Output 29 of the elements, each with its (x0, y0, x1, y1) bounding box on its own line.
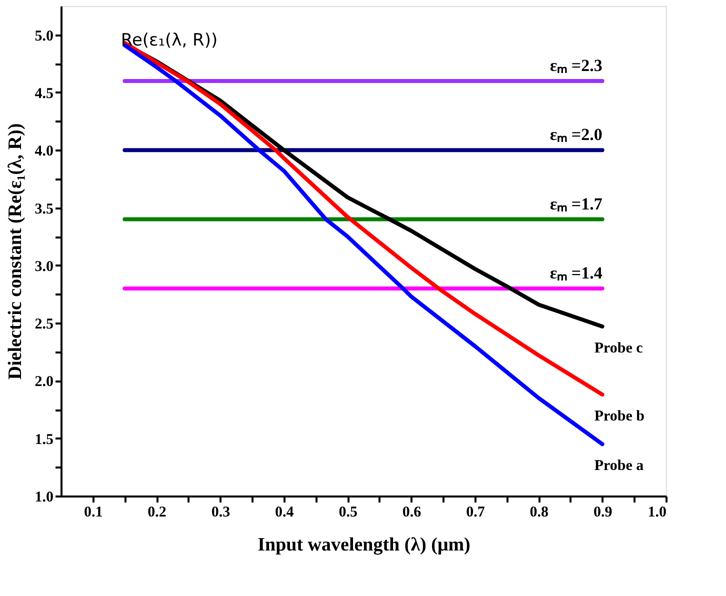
x-tick-label: 0.3 (211, 504, 230, 520)
series-label: Probe c (594, 340, 644, 357)
x-tick-label: 0.2 (148, 504, 166, 520)
x-tick-label: 0.8 (530, 504, 549, 520)
y-tick-label: 5.0 (34, 28, 54, 44)
series-label: Probe a (594, 458, 644, 474)
series-label: εₘ =2.3 (550, 56, 602, 75)
y-tick-label: 4.5 (34, 86, 54, 102)
annotation: Re(ε₁(λ, R)) (120, 30, 218, 51)
x-tick-label: 0.1 (84, 504, 103, 520)
x-tick-label: 0.9 (593, 504, 612, 520)
series-label: Probe b (594, 408, 644, 425)
y-tick-label: 2.0 (34, 374, 54, 390)
x-tick-label: 0.7 (466, 504, 486, 520)
y-tick-label: 4.0 (34, 144, 54, 160)
series-label: εₘ =2.0 (550, 125, 602, 144)
y-tick-label: 1.5 (34, 432, 54, 448)
series-label: εₘ =1.7 (550, 194, 603, 214)
y-tick-label: 3.0 (34, 258, 54, 275)
x-tick-label: 0.6 (402, 504, 422, 520)
y-tick-label: 3.5 (34, 201, 54, 218)
y-tick-label: 2.5 (34, 316, 54, 333)
x-tick-label: 1.0 (648, 504, 666, 520)
series-label: εₘ =1.4 (550, 263, 603, 282)
y-axis-title: Dielectric constant (Re(ε₁(λ, R)) (4, 123, 26, 380)
y-tick-label: 1.0 (34, 490, 54, 506)
x-tick-label: 0.5 (338, 504, 358, 520)
x-tick-label: 0.4 (275, 504, 294, 520)
x-axis-title: Input wavelength (λ) (μm) (258, 534, 470, 556)
